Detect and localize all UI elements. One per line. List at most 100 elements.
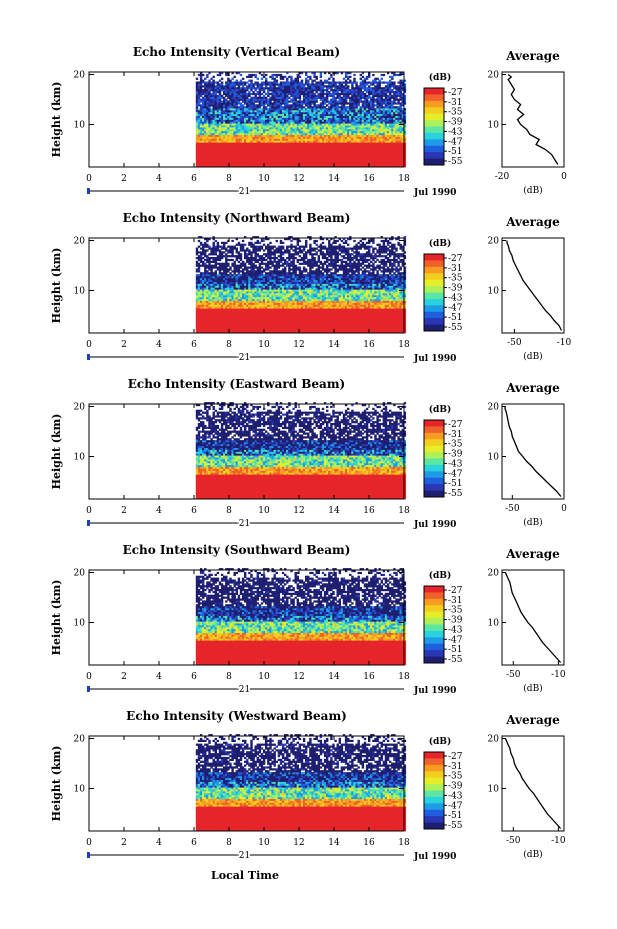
heatmap-cell [393, 97, 395, 99]
heatmap-cell [292, 146, 294, 148]
heatmap-cell [231, 123, 233, 125]
heatmap-cell [364, 104, 366, 106]
heatmap-cell [379, 120, 381, 122]
heatmap-cell [278, 83, 280, 85]
heatmap-cell [219, 102, 221, 104]
heatmap-cell [208, 163, 210, 165]
heatmap-cell [343, 108, 345, 110]
heatmap-cell [225, 135, 227, 137]
heatmap-cell [305, 121, 307, 123]
heatmap-cell [311, 154, 313, 156]
heatmap-cell [206, 97, 208, 99]
heatmap-cell [263, 91, 265, 93]
heatmap-cell [217, 131, 219, 133]
heatmap-cell [358, 89, 360, 91]
heatmap-cell [250, 104, 252, 106]
heatmap-cell [318, 97, 320, 99]
heatmap-cell [370, 87, 372, 89]
heatmap-cell [278, 85, 280, 87]
heatmap-cell [339, 142, 341, 144]
heatmap-cell [284, 125, 286, 127]
heatmap-cell [198, 108, 200, 110]
heatmap-cell [347, 137, 349, 139]
heatmap-cell [397, 106, 399, 108]
heatmap-cell [204, 140, 206, 142]
heatmap-cell [339, 327, 341, 329]
heatmap-cell [362, 127, 364, 129]
heatmap-cell [337, 159, 339, 161]
heatmap-cell [274, 118, 276, 120]
heatmap-cell [393, 159, 395, 161]
heatmap-cell [353, 156, 355, 158]
heatmap-cell [210, 104, 212, 106]
heatmap-cell [385, 97, 387, 99]
heatmap-cell [389, 89, 391, 91]
heatmap-cell [400, 87, 402, 89]
heatmap-cell [208, 159, 210, 161]
heatmap-cell [397, 163, 399, 165]
heatmap-cell [265, 159, 267, 161]
heatmap-cell [343, 140, 345, 142]
heatmap-cell [244, 127, 246, 129]
heatmap-cell [343, 156, 345, 158]
heatmap-cell [360, 133, 362, 135]
heatmap-cell [322, 139, 324, 141]
heatmap-cell [236, 82, 238, 84]
heatmap-cell [261, 148, 263, 150]
heatmap-cell [339, 144, 341, 146]
heatmap-cell [311, 329, 313, 331]
heatmap-cell [267, 101, 269, 103]
heatmap-cell [370, 116, 372, 118]
heatmap-cell [358, 142, 360, 144]
heatmap-cell [351, 327, 353, 329]
heatmap-cell [261, 163, 263, 165]
heatmap-cell [353, 142, 355, 144]
heatmap-cell [366, 97, 368, 99]
heatmap-cell [263, 154, 265, 156]
heatmap-cell [326, 140, 328, 142]
heatmap-cell [248, 110, 250, 112]
heatmap-cell [259, 101, 261, 103]
heatmap-cell [229, 80, 231, 82]
heatmap-cell [215, 156, 217, 158]
heatmap-cell [198, 118, 200, 120]
heatmap-cell [322, 127, 324, 129]
heatmap-cell [288, 87, 290, 89]
heatmap-cell [328, 161, 330, 163]
heatmap-cell [290, 114, 292, 116]
heatmap-cell [299, 93, 301, 95]
heatmap-cell [210, 95, 212, 97]
heatmap-cell [326, 97, 328, 99]
heatmap-cell [328, 102, 330, 104]
heatmap-cell [383, 135, 385, 137]
heatmap-cell [206, 327, 208, 329]
heatmap-cell [200, 154, 202, 156]
heatmap-cell [379, 101, 381, 103]
heatmap-cell [320, 102, 322, 104]
heatmap-cell [244, 131, 246, 133]
heatmap-cell [269, 83, 271, 85]
heatmap-cells [196, 236, 406, 333]
heatmap-cell [381, 78, 383, 80]
heatmap-cell [261, 329, 263, 331]
heatmap-cell [339, 137, 341, 139]
heatmap-cell [385, 91, 387, 93]
heatmap-cell [240, 118, 242, 120]
heatmap-cell [265, 140, 267, 142]
heatmap-cell [250, 135, 252, 137]
heatmap-cell [391, 327, 393, 329]
heatmap-cell [395, 120, 397, 122]
heatmap-cell [347, 85, 349, 87]
heatmap-cell [385, 114, 387, 116]
heatmap-cell [282, 142, 284, 144]
heatmap-cell [322, 118, 324, 120]
heatmap-cell [198, 150, 200, 152]
heatmap-cell [248, 91, 250, 93]
heatmap-cell [351, 82, 353, 84]
heatmap-cell [271, 125, 273, 127]
heatmap-cell [379, 97, 381, 99]
heatmap-cell [305, 142, 307, 144]
heatmap-cell [334, 142, 336, 144]
heatmap-cell [309, 159, 311, 161]
